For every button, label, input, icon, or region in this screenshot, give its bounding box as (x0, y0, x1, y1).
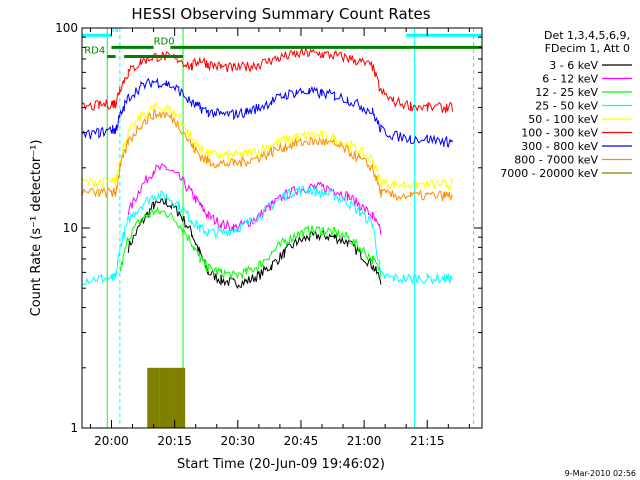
flag-bar-label: RD4 (84, 46, 105, 57)
legend-entry-label: 25 - 50 keV (535, 100, 598, 113)
series-line (82, 77, 453, 148)
legend-entry-label: 300 - 800 keV (521, 140, 598, 153)
series-50_100keV (82, 101, 453, 191)
series-line (119, 206, 382, 280)
series-line (82, 107, 453, 202)
y-tick-label: 1 (70, 421, 78, 435)
x-tick-label: 21:00 (347, 434, 382, 448)
legend-entry-label: 100 - 300 keV (521, 127, 598, 140)
series-6_12keV (127, 163, 382, 235)
series-line (82, 101, 453, 191)
footer-date: 9-Mar-2010 02:56 (565, 469, 636, 478)
series-25_50keV (82, 185, 453, 285)
series-3_6keV (127, 198, 382, 290)
legend-entry-label: 7000 - 20000 keV (500, 167, 598, 180)
legend-entry-label: 12 - 25 keV (535, 86, 598, 99)
chart-title: HESSI Observing Summary Count Rates (131, 5, 430, 23)
x-axis-label: Start Time (20-Jun-09 19:46:02) (177, 457, 385, 472)
series-fill-bar (147, 367, 160, 428)
legend-entry-label: 800 - 7000 keV (514, 154, 598, 167)
series-12_25keV (119, 206, 382, 280)
legend-entry-label: 50 - 100 keV (528, 113, 598, 126)
flag-bar-n: N (82, 24, 482, 37)
flag-bar-rd4: RD4 (84, 46, 184, 59)
legend-header-line: Det 1,3,4,5,6,9, (544, 29, 630, 42)
x-tick-label: 20:00 (94, 434, 129, 448)
flag-bar-rd0: RD0 (111, 36, 482, 49)
legend-entry-label: 3 - 6 keV (549, 59, 598, 72)
flag-bar-label: RD0 (154, 36, 175, 47)
series-line (82, 47, 453, 113)
legend-header-line: FDecim 1, Att 0 (545, 42, 630, 55)
x-tick-label: 20:45 (284, 434, 319, 448)
series-line (127, 198, 382, 290)
y-tick-label: 100 (55, 21, 78, 35)
x-tick-label: 20:30 (220, 434, 255, 448)
series-7000_20000keV (147, 367, 186, 428)
series-100_300keV (82, 47, 453, 113)
y-axis-label: Count Rate (s⁻¹ detector⁻¹) (29, 140, 44, 317)
series-line (82, 185, 453, 285)
series-800_7000keV (82, 107, 453, 202)
y-tick-label: 10 (63, 221, 78, 235)
flag-bar-label: N (111, 24, 118, 35)
legend-entry-label: 6 - 12 keV (542, 73, 598, 86)
plot-frame (81, 27, 483, 429)
series-300_800keV (82, 77, 453, 148)
x-tick-label: 20:15 (157, 434, 192, 448)
series-fill-bar (172, 367, 186, 428)
series-fill-bar (159, 367, 173, 428)
series-line (127, 163, 382, 235)
x-tick-label: 21:15 (410, 434, 445, 448)
